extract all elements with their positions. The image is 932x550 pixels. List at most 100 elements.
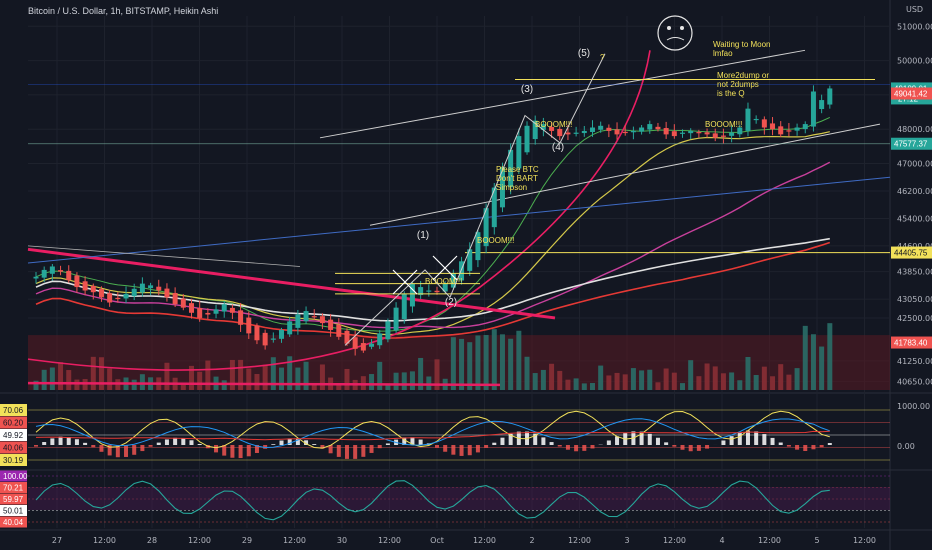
candle — [491, 187, 497, 228]
candle — [581, 130, 587, 134]
price-tag — [891, 336, 932, 349]
candle — [319, 316, 325, 324]
candle — [164, 288, 170, 298]
y-tick-label: 50000.00 — [897, 57, 932, 66]
osc-tag — [0, 404, 27, 416]
ma-line — [35, 161, 831, 329]
candle — [58, 270, 64, 272]
osc-hist-bar — [795, 445, 800, 450]
volume-bar — [680, 383, 686, 390]
annotation-line: lmfao — [713, 49, 733, 58]
curve-line — [27, 50, 651, 371]
candle — [778, 126, 784, 135]
osc-tag — [0, 429, 27, 441]
osc-hist-bar — [42, 442, 47, 445]
osc-hist-bar — [377, 445, 382, 449]
osc-tag-label: 70.06 — [3, 406, 24, 415]
candle — [287, 321, 293, 335]
osc-hist-bar — [721, 440, 726, 445]
candle — [467, 249, 473, 271]
x-tick-label: 29 — [242, 536, 252, 545]
osc-hist-bar — [230, 445, 235, 458]
osc-hist-bar — [508, 433, 513, 445]
candle — [516, 136, 522, 169]
osc2-tag-label: 50.01 — [3, 507, 24, 516]
osc-hist-bar — [214, 445, 219, 453]
osc2-tag-label: 100.00 — [3, 472, 28, 481]
osc-hist-bar — [762, 434, 767, 445]
osc-hist-bar — [410, 437, 415, 445]
osc-hist-bar — [263, 445, 268, 449]
candle — [205, 312, 211, 315]
volume-bar — [58, 362, 64, 390]
y-tick-label: 43050.00 — [897, 295, 932, 304]
volume-bar — [647, 369, 653, 390]
wave-label: (4) — [552, 142, 564, 153]
volume-bar — [369, 374, 375, 390]
volume-bar — [753, 375, 759, 390]
x-tick-label: 12:00 — [758, 536, 781, 545]
y-tick-label: 41250.00 — [897, 357, 932, 366]
osc-axis-label: 1000.00 — [897, 402, 930, 411]
candle — [328, 319, 334, 330]
candle — [655, 126, 661, 130]
boom-label: BOOOM!!! — [425, 277, 462, 286]
osc-hist-bar — [107, 445, 112, 456]
candle — [737, 127, 743, 135]
osc2-tag — [0, 516, 27, 528]
volume-bar — [270, 357, 276, 390]
candle — [680, 132, 686, 134]
osc2-tag — [0, 493, 27, 505]
candle — [197, 307, 203, 318]
osc2-band — [28, 487, 890, 510]
volume-bar — [344, 368, 350, 390]
x-tick-label: 3 — [624, 536, 629, 545]
osc-hist-bar — [803, 445, 808, 452]
candle — [344, 330, 350, 344]
chart-title: Bitcoin / U.S. Dollar, 1h, BITSTAMP, Hei… — [28, 6, 219, 16]
candle — [557, 128, 563, 137]
osc-hist-bar — [238, 445, 243, 459]
candle — [614, 129, 620, 135]
candle — [434, 290, 440, 293]
cross-mark-icon — [432, 255, 458, 281]
candle — [442, 283, 448, 292]
osc-line — [35, 430, 830, 441]
volume-bar — [639, 370, 645, 390]
osc-hist-bar — [279, 440, 284, 445]
annotation-line: More2dump or — [717, 71, 769, 80]
volume-bar — [810, 334, 816, 390]
candle — [393, 307, 399, 331]
wave-path — [344, 53, 606, 346]
volume-bar — [704, 363, 710, 390]
volume-bar — [688, 360, 694, 390]
price-tag — [891, 246, 932, 259]
candle — [229, 307, 235, 313]
candle — [279, 329, 285, 339]
osc-hist-bar — [680, 445, 685, 450]
volume-bar — [311, 383, 317, 390]
candle — [148, 285, 154, 289]
osc-hist-bar — [451, 445, 456, 455]
osc-tag — [0, 454, 27, 466]
volume-bar — [581, 383, 587, 390]
osc-hist-bar — [34, 445, 38, 447]
osc-hist-bar — [353, 445, 358, 459]
osc-hist-bar — [312, 444, 317, 445]
osc-hist-bar — [99, 445, 104, 452]
osc-hist-bar — [418, 439, 423, 445]
volume-bar — [409, 371, 415, 390]
candle — [483, 208, 489, 247]
face-eye-icon — [667, 26, 671, 30]
candle — [360, 343, 366, 351]
osc-hist-bar — [705, 445, 710, 449]
x-tick-label: 5 — [814, 536, 819, 545]
annotation-line: not 2dumps — [717, 80, 759, 89]
candle — [377, 333, 383, 346]
volume-bar — [630, 368, 636, 390]
x-tick-label: 12:00 — [853, 536, 876, 545]
osc-hist-bar — [582, 445, 587, 451]
osc2-tag-label: 59.97 — [3, 495, 24, 504]
